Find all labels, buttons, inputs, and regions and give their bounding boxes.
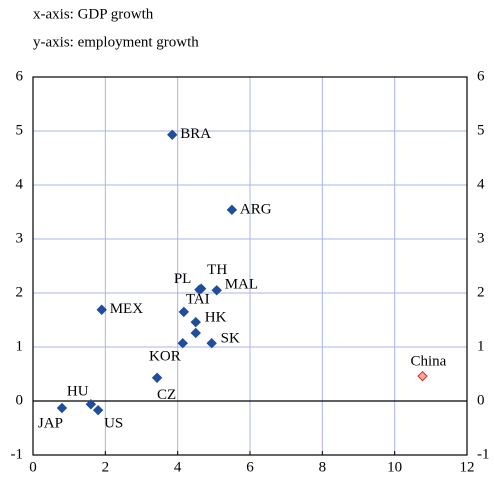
point: [167, 129, 178, 140]
y-tick-label: 4: [16, 176, 24, 192]
x-tick-label: 0: [29, 459, 37, 475]
annotation: y-axis: employment growth: [33, 34, 199, 50]
point: [190, 327, 201, 339]
point-label: JAP: [38, 415, 63, 431]
point: [226, 204, 238, 216]
y2-tick-label: 0: [477, 392, 485, 408]
point-label: MAL: [225, 277, 258, 293]
point: [96, 304, 107, 315]
point-label: HK: [205, 310, 227, 326]
y-tick-label: 0: [16, 392, 24, 408]
x-tick-label: 8: [319, 459, 327, 475]
x-tick-label: 2: [102, 459, 110, 475]
x-tick-label: 10: [387, 459, 402, 475]
y2-tick-label: 3: [477, 230, 485, 246]
point: [206, 338, 217, 349]
y2-tick-label: 6: [477, 68, 485, 84]
point-label: KOR: [149, 349, 181, 365]
y-tick-label: 6: [16, 68, 24, 84]
point: [151, 372, 163, 383]
point-label: US: [104, 416, 123, 432]
point: [211, 285, 222, 296]
annotation: x-axis: GDP growth: [33, 6, 154, 22]
x-tick-label: 12: [460, 459, 475, 475]
y-tick-label: 1: [16, 338, 24, 354]
point: [195, 283, 207, 294]
point: [92, 404, 104, 416]
y2-tick-label: 5: [477, 122, 485, 138]
point-label: HU: [67, 384, 89, 400]
y2-tick-label: 4: [477, 176, 485, 192]
point-label: CZ: [157, 387, 176, 403]
point-label: BRA: [180, 126, 211, 142]
y-tick-label: -1: [11, 446, 24, 462]
point-label: PL: [174, 271, 192, 287]
point-label: SK: [221, 331, 240, 347]
point-label: ARG: [240, 201, 272, 217]
point: [177, 338, 188, 349]
point: [417, 370, 428, 382]
y-tick-label: 5: [16, 122, 24, 138]
point-label: MEX: [110, 301, 144, 317]
point-label: TAI: [186, 291, 210, 307]
y-tick-label: 2: [16, 284, 24, 300]
y2-tick-label: 2: [477, 284, 485, 300]
point: [56, 402, 68, 414]
x-tick-label: 4: [174, 459, 182, 475]
plot-border: [32, 76, 468, 456]
y2-tick-label: 1: [477, 338, 485, 354]
point: [178, 306, 190, 318]
point-label: China: [411, 354, 447, 370]
y-tick-label: 3: [16, 230, 24, 246]
point: [190, 316, 201, 328]
point: [85, 399, 97, 410]
y2-tick-label: -1: [477, 446, 490, 462]
point-label: TH: [207, 262, 227, 278]
x-tick-label: 6: [246, 459, 254, 475]
